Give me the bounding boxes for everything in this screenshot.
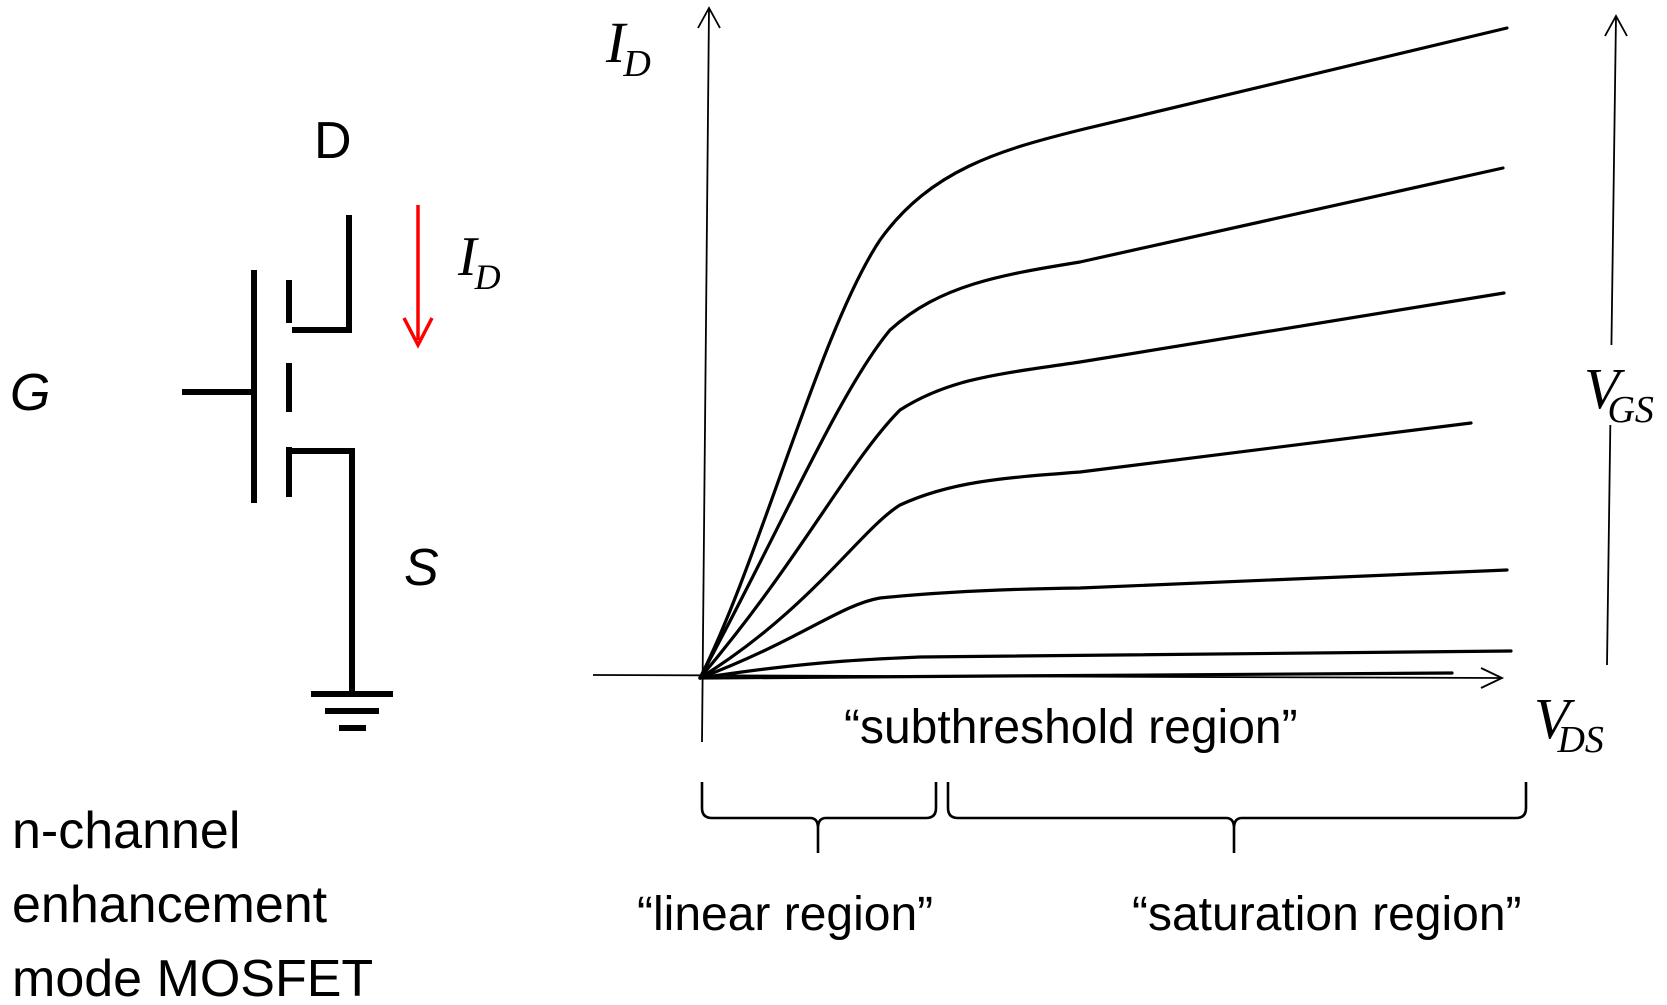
drain-lead bbox=[292, 215, 352, 333]
gate-label: G bbox=[10, 364, 50, 422]
source-lead bbox=[292, 448, 355, 692]
drain-label: D bbox=[314, 112, 352, 170]
vgs-label-backdrop bbox=[1578, 345, 1664, 425]
caption-line-2: enhancement bbox=[12, 876, 328, 934]
linear-region-brace bbox=[700, 782, 938, 853]
ground-symbol bbox=[311, 691, 393, 731]
saturation-region-label: “saturation region” bbox=[1132, 888, 1522, 941]
subthreshold-region-label: “subthreshold region” bbox=[844, 701, 1298, 754]
caption-line-1: n-channel bbox=[12, 802, 240, 860]
y-axis-label: ID bbox=[605, 10, 651, 85]
iv-curve-2 bbox=[698, 166, 1505, 680]
saturation-region-brace bbox=[946, 782, 1528, 853]
linear-region-label: “linear region” bbox=[637, 888, 933, 941]
iv-curve-6 bbox=[698, 649, 1513, 680]
vgs-arrow bbox=[1606, 15, 1617, 666]
iv-graph: ID VDS VGS “subthreshold region” “linear… bbox=[592, 6, 1664, 941]
current-arrow bbox=[402, 205, 434, 349]
x-axis-label: VDS bbox=[1534, 686, 1604, 761]
current-label: ID bbox=[457, 226, 501, 297]
y-axis-arrowhead bbox=[697, 6, 721, 29]
iv-curve-1 bbox=[698, 26, 1509, 680]
iv-curve-7 bbox=[698, 671, 1454, 680]
iv-curve-5 bbox=[698, 568, 1509, 680]
iv-curves bbox=[698, 26, 1513, 680]
vgs-arrowhead bbox=[1604, 14, 1628, 37]
vgs-label: VGS bbox=[1584, 356, 1654, 431]
iv-curve-3 bbox=[698, 291, 1506, 680]
iv-curve-4 bbox=[698, 421, 1473, 680]
x-axis-arrowhead bbox=[1480, 667, 1505, 689]
caption-line-3: mode MOSFET bbox=[12, 950, 373, 1005]
y-axis bbox=[701, 7, 710, 743]
source-label: S bbox=[404, 539, 439, 597]
mosfet-symbol: D G S ID n-channel enhancement mode MOSF… bbox=[10, 112, 501, 1005]
